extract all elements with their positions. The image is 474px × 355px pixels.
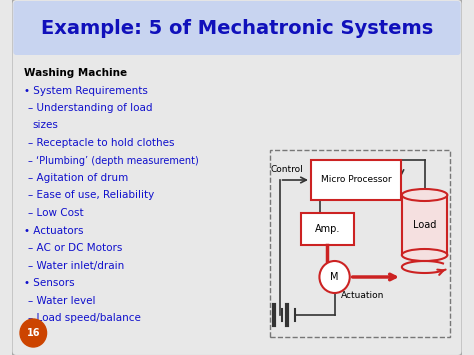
Text: Load: Load [413, 220, 436, 230]
Text: 16: 16 [27, 328, 40, 338]
Text: – Water level: – Water level [28, 295, 96, 306]
Text: Sensing: Sensing [406, 211, 441, 219]
Text: • Sensors: • Sensors [24, 278, 74, 288]
Text: – Ease of use, Reliability: – Ease of use, Reliability [28, 191, 155, 201]
Text: – AC or DC Motors: – AC or DC Motors [28, 243, 123, 253]
FancyBboxPatch shape [11, 0, 463, 355]
Text: Control: Control [271, 165, 303, 175]
Text: • Actuators: • Actuators [24, 225, 83, 235]
Ellipse shape [402, 189, 447, 201]
Text: • System Requirements: • System Requirements [24, 86, 147, 95]
FancyBboxPatch shape [13, 1, 461, 55]
Text: Actuation: Actuation [341, 290, 385, 300]
Text: – Agitation of drum: – Agitation of drum [28, 173, 128, 183]
Text: – Receptacle to hold clothes: – Receptacle to hold clothes [28, 138, 174, 148]
Text: Micro Processor: Micro Processor [320, 175, 391, 185]
Ellipse shape [319, 261, 350, 293]
Text: Amp.: Amp. [315, 224, 340, 234]
Text: – Understanding of load: – Understanding of load [28, 103, 153, 113]
Text: – Water inlet/drain: – Water inlet/drain [28, 261, 124, 271]
FancyBboxPatch shape [311, 160, 401, 200]
Text: sizes: sizes [33, 120, 58, 131]
Text: Example: 5 of Mechatronic Systems: Example: 5 of Mechatronic Systems [41, 18, 433, 38]
Text: – ‘Plumbing’ (depth measurement): – ‘Plumbing’ (depth measurement) [28, 155, 199, 165]
Text: – Low Cost: – Low Cost [28, 208, 84, 218]
Text: M: M [330, 272, 339, 282]
FancyBboxPatch shape [301, 213, 354, 245]
FancyBboxPatch shape [402, 195, 447, 255]
Text: – Load speed/balance: – Load speed/balance [28, 313, 141, 323]
Circle shape [20, 319, 46, 347]
Ellipse shape [402, 249, 447, 261]
Text: Washing Machine: Washing Machine [24, 68, 127, 78]
